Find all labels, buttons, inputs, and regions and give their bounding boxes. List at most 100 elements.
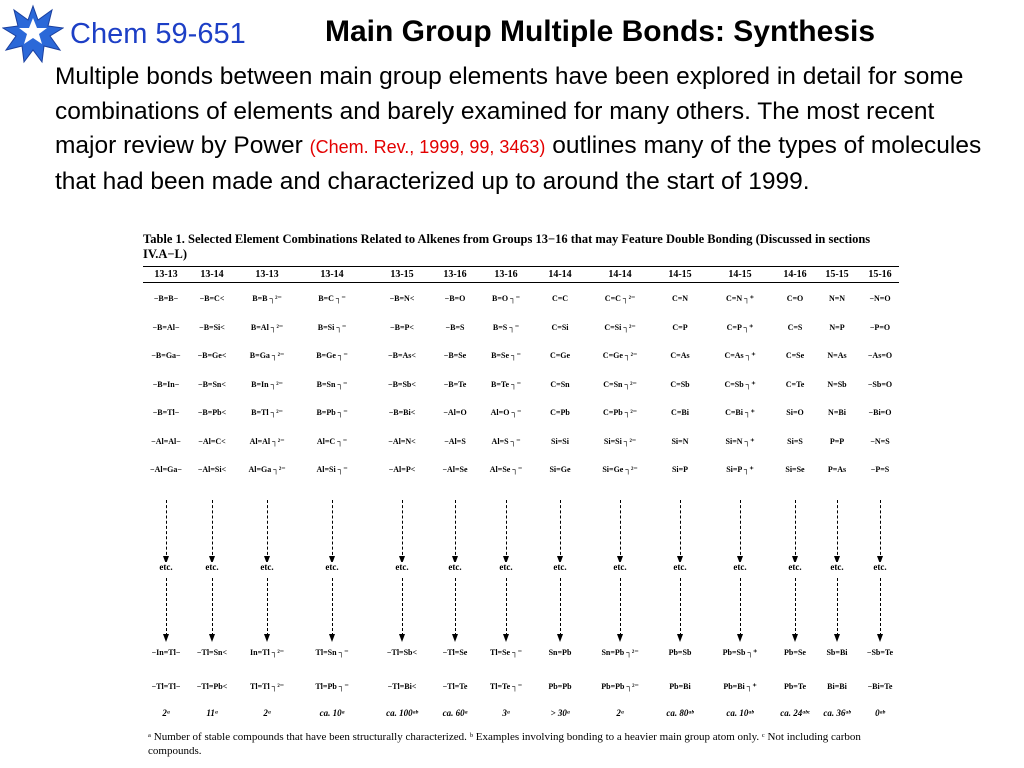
- table-cell: P=As: [827, 465, 847, 474]
- table-cell: −Al=C<: [198, 436, 226, 446]
- table-cell: P=P: [829, 436, 845, 446]
- column-header: 15-15: [825, 269, 849, 280]
- table-cell: B=Se ┐⁻: [491, 351, 521, 360]
- table-cell: −B=O: [444, 294, 466, 303]
- table-cell: −As=O: [867, 351, 893, 360]
- table-cell: C=As ┐⁺: [724, 351, 756, 360]
- compound-count: 11ᵃ: [206, 708, 218, 718]
- down-arrow-icon: [163, 634, 169, 642]
- dashed-arrow-line: [332, 500, 333, 560]
- table-cell: Al=S ┐⁻: [491, 436, 521, 446]
- dashed-arrow-line: [740, 578, 741, 636]
- etc-label: etc.: [600, 562, 640, 572]
- compound-count: ca. 36ᵃᵇ: [823, 708, 851, 718]
- table-cell: −B=In−: [152, 379, 180, 389]
- table-cell: N=Sb: [827, 379, 847, 389]
- column-header: 14-15: [668, 269, 692, 280]
- etc-label: etc.: [486, 562, 526, 572]
- table-cell: B=B ┐²⁻: [252, 294, 282, 303]
- table-cell: Tl=Sn ┐⁻: [315, 648, 349, 657]
- down-arrow-icon: [503, 556, 509, 564]
- dashed-arrow-line: [402, 578, 403, 636]
- slide-title: Main Group Multiple Bonds: Synthesis: [325, 15, 876, 48]
- down-arrow-icon: [677, 556, 683, 564]
- column-header: 14-16: [783, 269, 807, 280]
- down-arrow-icon: [737, 634, 743, 642]
- table-cell: Si=N ┐⁺: [725, 436, 755, 446]
- dashed-arrow-line: [212, 578, 213, 636]
- column-header: 13-16: [494, 269, 518, 280]
- table-cell: −B=As<: [388, 351, 416, 360]
- compound-count: ca. 10ᵃ: [319, 708, 345, 718]
- table-cell: −Al=S: [444, 436, 466, 446]
- etc-label: etc.: [312, 562, 352, 572]
- down-arrow-icon: [209, 556, 215, 564]
- table-footnote: ᵃ Number of stable compounds that have b…: [148, 731, 861, 757]
- table-cell: −B=P<: [390, 322, 414, 332]
- table-cell: Pb=Bi: [669, 682, 691, 691]
- column-header: 13-15: [390, 269, 414, 280]
- intro-text-before: Multiple bonds between main group elemen…: [55, 63, 964, 159]
- table-cell: −B=Te: [443, 379, 467, 389]
- down-arrow-icon: [503, 634, 509, 642]
- column-header: 14-14: [608, 269, 632, 280]
- table-cell: −P=O: [869, 322, 891, 332]
- compound-count: 2ᵃ: [162, 708, 170, 718]
- compound-count: ca. 60ᵃ: [442, 708, 468, 718]
- table-cell: C=Bi ┐⁺: [725, 408, 755, 417]
- table-cell: −Sb=Te: [866, 648, 894, 657]
- table-cell: C=As: [670, 351, 690, 360]
- table-cell: N=P: [829, 322, 845, 332]
- table-cell: Pb=Sb: [668, 648, 692, 657]
- dashed-arrow-line: [620, 578, 621, 636]
- table-cell: −Al=P<: [388, 465, 416, 474]
- column-header: 13-14: [320, 269, 344, 280]
- table-cell: −B=Sn<: [198, 379, 226, 389]
- table-cell: C=S: [787, 322, 803, 332]
- down-arrow-icon: [163, 556, 169, 564]
- table-cell: Pb=Sb ┐⁺: [722, 648, 758, 657]
- table-cell: Sn=Pb: [548, 648, 572, 657]
- dashed-arrow-line: [880, 500, 881, 560]
- compound-count: ca. 10ᵃᵇ: [726, 708, 754, 718]
- table-cell: B=Al ┐²⁻: [250, 322, 284, 332]
- table-cell: C=Si ┐²⁻: [604, 322, 636, 332]
- table-cell: Al=O ┐⁻: [490, 408, 522, 417]
- table-cell: C=Bi: [671, 408, 689, 417]
- table-cell: N=As: [827, 351, 847, 360]
- table-cell: −Al=Al−: [151, 436, 181, 446]
- table-cell: C=Si: [551, 322, 569, 332]
- table-cell: C=N: [671, 294, 689, 303]
- bond-combination-table: Table 1. Selected Element Combinations R…: [140, 232, 905, 762]
- table-cell: C=Se: [785, 351, 805, 360]
- etc-label: etc.: [192, 562, 232, 572]
- table-cell: Si=N: [671, 436, 689, 446]
- table-cell: C=Pb ┐²⁻: [603, 408, 637, 417]
- table-cell: C=Sn ┐²⁻: [603, 379, 637, 389]
- table-cell: B=Si ┐⁻: [317, 322, 347, 332]
- dashed-arrow-line: [560, 500, 561, 560]
- down-arrow-icon: [557, 556, 563, 564]
- table-cell: −B=Bi<: [388, 408, 416, 417]
- table-cell: Si=Si: [551, 436, 569, 446]
- table-cell: B=Ge ┐⁻: [316, 351, 348, 360]
- etc-label: etc.: [146, 562, 186, 572]
- down-arrow-icon: [329, 556, 335, 564]
- etc-label: etc.: [720, 562, 760, 572]
- table-cell: Tl=Pb ┐⁻: [315, 682, 349, 691]
- dashed-arrow-line: [680, 500, 681, 560]
- etc-label: etc.: [660, 562, 700, 572]
- etc-label: etc.: [860, 562, 900, 572]
- dashed-arrow-line: [267, 500, 268, 560]
- column-header: 14-15: [728, 269, 752, 280]
- table-cell: Sn=Pb ┐²⁻: [601, 648, 639, 657]
- etc-label: etc.: [382, 562, 422, 572]
- table-cell: B=Tl ┐²⁻: [251, 408, 283, 417]
- table-cell: Al=Se ┐⁻: [489, 465, 523, 474]
- column-header: 14-14: [548, 269, 572, 280]
- etc-label: etc.: [540, 562, 580, 572]
- table-cell: N=Bi: [828, 408, 846, 417]
- compound-count: ca. 24ᵃᵇᶜ: [780, 708, 810, 718]
- table-cell: Bi=Bi: [827, 682, 847, 691]
- intro-text-after: outlines many of the types of molecules …: [55, 132, 982, 195]
